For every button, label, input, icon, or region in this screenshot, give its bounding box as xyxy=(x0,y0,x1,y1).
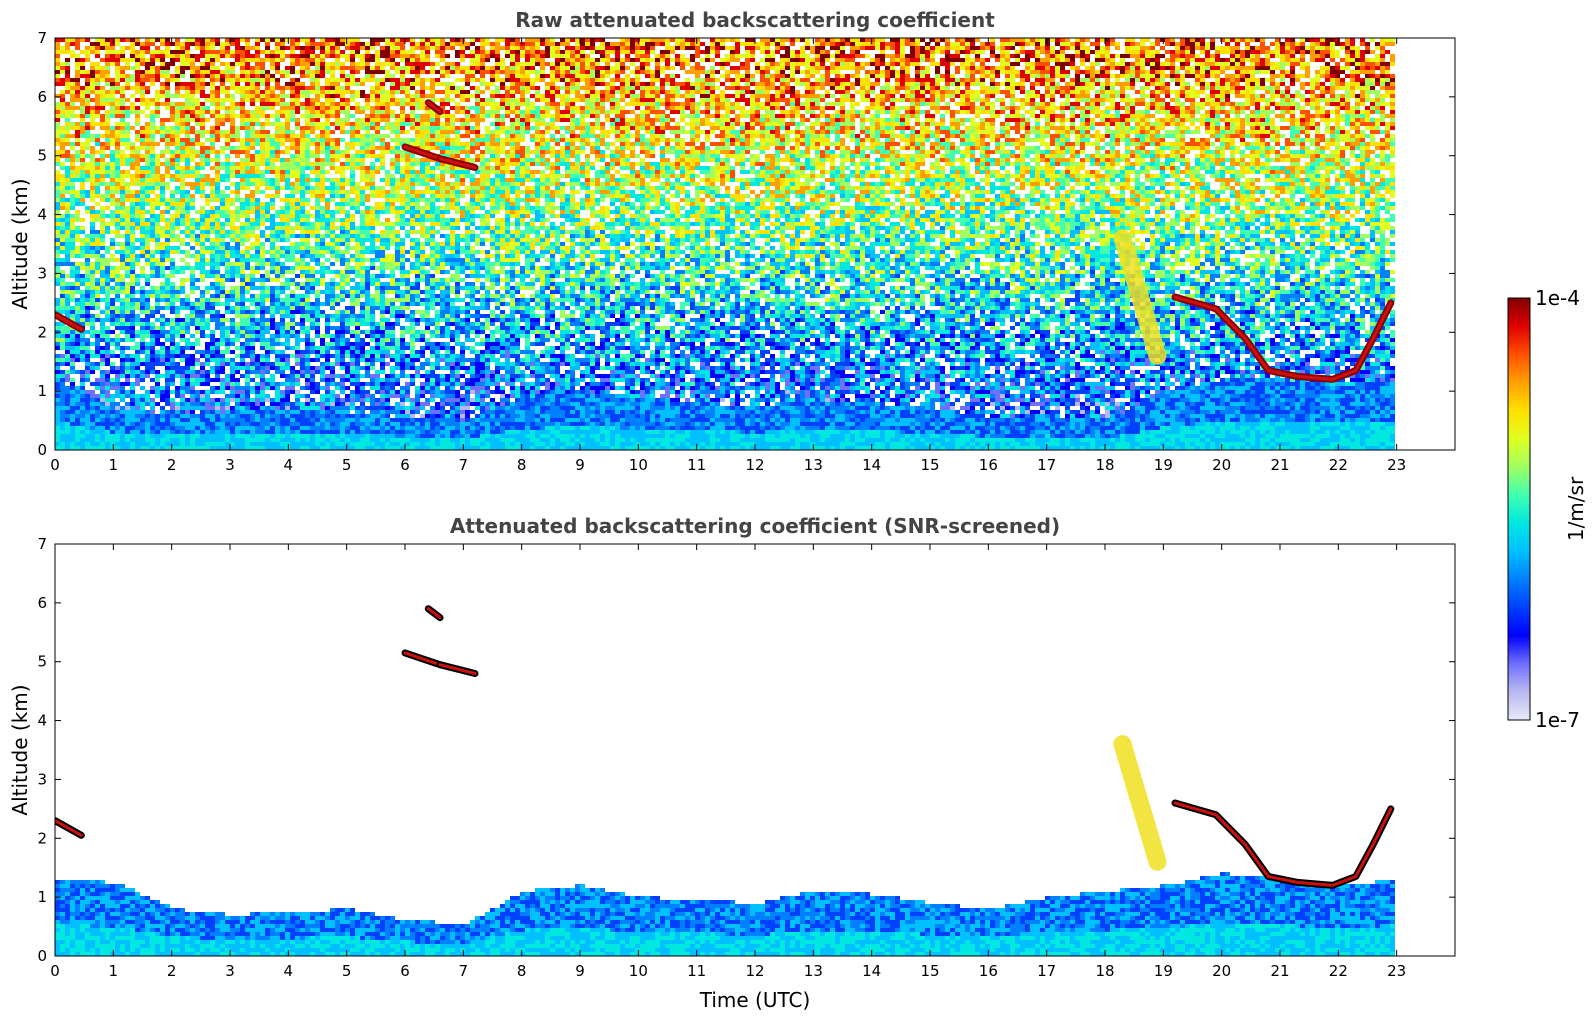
x-tick-label: 10 xyxy=(629,962,648,980)
x-tick-label: 7 xyxy=(459,456,469,474)
x-tick-label: 0 xyxy=(50,962,60,980)
x-tick-label: 9 xyxy=(575,456,585,474)
y-tick-label: 5 xyxy=(37,653,47,671)
cloud-layer-core xyxy=(403,651,442,667)
y-tick-label: 4 xyxy=(37,206,47,224)
x-tick-label: 0 xyxy=(50,456,60,474)
colorbar-max-label: 1e-4 xyxy=(1535,286,1580,310)
panel-screened: Attenuated backscattering coefficient (S… xyxy=(8,514,1456,1012)
x-tick-label: 3 xyxy=(225,962,235,980)
y-tick-label: 2 xyxy=(37,323,47,341)
x-tick-label: 23 xyxy=(1387,962,1406,980)
panel-raw-plot-area xyxy=(55,38,1395,450)
virga-streak xyxy=(1113,229,1167,365)
cloud-layer-core xyxy=(403,145,442,161)
x-tick-label: 8 xyxy=(517,456,527,474)
colorbar-min-label: 1e-7 xyxy=(1535,708,1580,732)
x-tick-label: 16 xyxy=(979,456,998,474)
panel-raw: Raw attenuated backscattering coefficien… xyxy=(8,8,1456,474)
y-tick-label: 0 xyxy=(37,441,47,459)
y-tick-label: 1 xyxy=(37,888,47,906)
heatmap-field xyxy=(55,872,1395,956)
y-tick-label: 2 xyxy=(37,829,47,847)
y-tick-label: 6 xyxy=(37,88,47,106)
x-tick-label: 3 xyxy=(225,456,235,474)
x-tick-label: 22 xyxy=(1329,456,1348,474)
x-tick-label: 19 xyxy=(1154,456,1173,474)
x-tick-label: 22 xyxy=(1329,962,1348,980)
virga-streak xyxy=(1113,735,1167,871)
panel-raw-title: Raw attenuated backscattering coefficien… xyxy=(515,8,995,32)
x-tick-label: 17 xyxy=(1037,962,1056,980)
colorbar-unit-label: 1/m/sr xyxy=(1564,476,1588,541)
x-tick-label: 18 xyxy=(1095,962,1114,980)
x-tick-label: 5 xyxy=(342,962,352,980)
x-tick-label: 4 xyxy=(284,456,294,474)
cloud-layer-core xyxy=(426,607,442,620)
heatmap-field xyxy=(55,38,1395,450)
x-tick-label: 1 xyxy=(109,962,119,980)
cloud-layer-core xyxy=(426,101,442,114)
x-tick-label: 4 xyxy=(284,962,294,980)
x-tick-label: 10 xyxy=(629,456,648,474)
cloud-layer-core xyxy=(1173,801,1393,887)
y-tick-label: 3 xyxy=(37,770,47,788)
cloud-layer-core xyxy=(55,313,83,331)
x-tick-label: 5 xyxy=(342,456,352,474)
y-tick-label: 0 xyxy=(37,947,47,965)
x-tick-label: 1 xyxy=(109,456,119,474)
x-tick-label: 20 xyxy=(1212,962,1231,980)
y-tick-label: 3 xyxy=(37,264,47,282)
x-tick-label: 15 xyxy=(920,962,939,980)
x-tick-label: 8 xyxy=(517,962,527,980)
panel-screened-title: Attenuated backscattering coefficient (S… xyxy=(450,514,1060,538)
cloud-layer-core xyxy=(1173,295,1393,381)
y-tick-label: 1 xyxy=(37,382,47,400)
x-tick-label: 17 xyxy=(1037,456,1056,474)
colorbar: 1e-4 1e-7 1/m/sr xyxy=(1507,286,1588,732)
x-tick-label: 21 xyxy=(1270,962,1289,980)
x-tick-label: 2 xyxy=(167,456,177,474)
x-tick-label: 2 xyxy=(167,962,177,980)
cloud-layer-core xyxy=(438,663,477,675)
x-tick-label: 19 xyxy=(1154,962,1173,980)
x-tick-label: 23 xyxy=(1387,456,1406,474)
panel-screened-xlabel: Time (UTC) xyxy=(699,988,811,1012)
x-tick-label: 12 xyxy=(745,962,764,980)
x-tick-label: 11 xyxy=(687,456,706,474)
x-tick-label: 6 xyxy=(400,456,410,474)
x-tick-label: 14 xyxy=(862,456,881,474)
x-tick-label: 18 xyxy=(1095,456,1114,474)
colorbar-gradient xyxy=(1507,297,1531,721)
panel-raw-axes: 0 1 2 3 4 5 6 7 8 9 10 11 12 13 14 15 16 17 18 19 20 21 22 2301… xyxy=(37,29,1455,474)
x-tick-label: 15 xyxy=(920,456,939,474)
x-tick-label: 7 xyxy=(459,962,469,980)
y-tick-label: 4 xyxy=(37,712,47,730)
x-tick-label: 13 xyxy=(804,456,823,474)
x-tick-label: 12 xyxy=(745,456,764,474)
panel-raw-ylabel: Altitude (km) xyxy=(8,178,32,309)
cloud-layer-core xyxy=(438,157,477,169)
y-tick-label: 7 xyxy=(37,535,47,553)
x-tick-label: 6 xyxy=(400,962,410,980)
x-tick-label: 16 xyxy=(979,962,998,980)
x-tick-label: 11 xyxy=(687,962,706,980)
x-tick-label: 20 xyxy=(1212,456,1231,474)
x-tick-label: 13 xyxy=(804,962,823,980)
x-tick-label: 14 xyxy=(862,962,881,980)
x-tick-label: 21 xyxy=(1270,456,1289,474)
y-tick-label: 5 xyxy=(37,147,47,165)
x-tick-label: 9 xyxy=(575,962,585,980)
y-tick-label: 6 xyxy=(37,594,47,612)
panel-screened-axes: 0 1 2 3 4 5 6 7 8 9 10 11 12 13 14 15 16 17 18 19 20 21 22 2301… xyxy=(37,535,1455,980)
cloud-layer-core xyxy=(55,819,83,837)
y-tick-label: 7 xyxy=(37,29,47,47)
panel-screened-plot-area xyxy=(55,605,1395,956)
panel-screened-ylabel: Altitude (km) xyxy=(8,684,32,815)
